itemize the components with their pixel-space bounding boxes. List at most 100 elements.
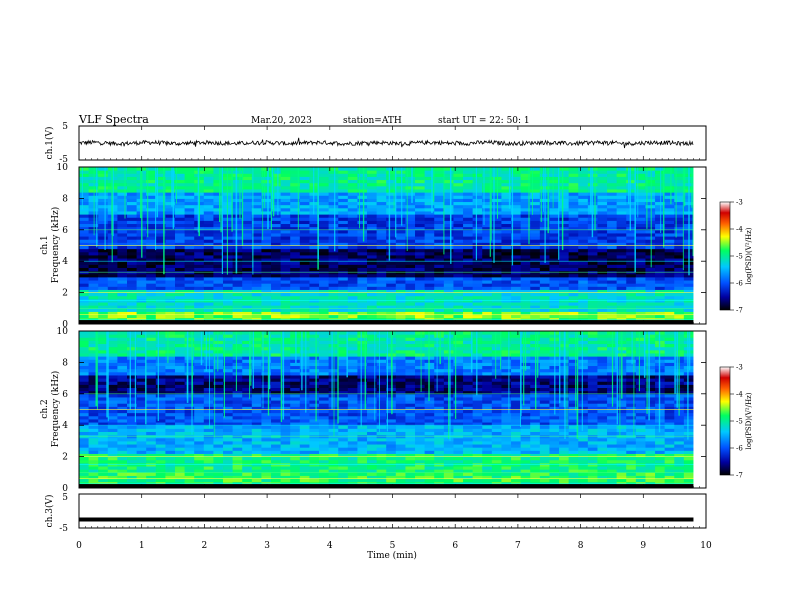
spectrogram-cell <box>443 236 454 240</box>
spectrogram-cell <box>155 368 166 373</box>
spectrogram-cell <box>251 412 262 417</box>
spectrogram-cell <box>117 403 128 407</box>
spectrogram-cell <box>559 179 570 184</box>
spectrogram-cell <box>472 292 483 297</box>
spectrogram-cell <box>271 182 282 187</box>
spectrogram-cell <box>376 431 387 436</box>
spectrogram-cell <box>309 258 320 262</box>
spectrogram-cell <box>511 258 522 262</box>
spectrogram-cell <box>309 440 320 445</box>
spectrogram-cell <box>184 258 195 262</box>
ch1-colorbar-label: log(PSD)(V²/Hz) <box>745 227 753 284</box>
spectrogram-cell <box>453 198 464 203</box>
spectrogram-cell <box>309 466 320 470</box>
spectrogram-cell <box>309 226 320 231</box>
spectrogram-cell <box>463 276 474 281</box>
spectrogram-cell <box>338 418 349 423</box>
spectrogram-cell <box>261 450 272 454</box>
spectrogram-cell <box>242 362 253 367</box>
spectrogram-cell <box>155 195 166 199</box>
spectrogram-cell <box>203 406 214 410</box>
spectrogram-cell <box>568 188 579 193</box>
spectrogram-cell <box>386 239 397 243</box>
spectrogram-cell <box>213 273 224 278</box>
spectrogram-cell <box>98 415 109 420</box>
spectrogram-cell <box>146 425 157 429</box>
colorbar-tick-label: -3 <box>736 199 743 207</box>
spectrogram-cell <box>203 217 214 221</box>
spectrogram-cell <box>607 254 618 259</box>
spectrogram-cell <box>88 346 99 351</box>
spectrogram-cell <box>165 188 176 193</box>
spectrogram-cell <box>434 236 445 240</box>
spectrogram-cell <box>482 276 493 281</box>
spectrogram-cell <box>203 469 214 473</box>
spectrogram-cell <box>568 267 579 272</box>
spectrogram-cell <box>405 185 416 190</box>
spectrogram-cell <box>347 400 358 404</box>
spectrogram-cell <box>328 223 339 228</box>
spectrogram-cell <box>616 195 627 199</box>
spectrogram-cell <box>136 283 147 287</box>
spectrogram-cell <box>434 176 445 181</box>
spectrogram-cell <box>367 276 378 281</box>
spectrogram-cell <box>568 214 579 218</box>
spectrogram-cell <box>511 232 522 237</box>
spectrogram-cell <box>501 214 512 218</box>
spectrogram-cell <box>568 192 579 196</box>
spectrogram-cell <box>280 289 291 294</box>
spectrogram-cell <box>165 242 176 246</box>
spectrogram-cell <box>367 334 378 338</box>
spectrogram-cell <box>165 167 176 171</box>
spectrogram-cell <box>184 368 195 373</box>
spectrogram-cell <box>472 267 483 272</box>
spectrogram-cell <box>251 273 262 278</box>
spectrogram-cell <box>635 236 646 240</box>
spectrogram-cell <box>578 254 589 259</box>
spectrogram-cell <box>107 478 118 483</box>
spectrogram-cell <box>107 261 118 265</box>
spectrogram-cell <box>376 217 387 221</box>
spectrogram-cell <box>309 311 320 316</box>
spectrogram-cell <box>357 201 368 206</box>
spectrogram-cell <box>117 384 128 389</box>
spectrogram-cell <box>655 217 666 221</box>
spectrogram-cell <box>203 334 214 338</box>
spectrogram-cell <box>79 459 90 464</box>
spectrogram-cell <box>501 201 512 206</box>
spectrogram-cell <box>539 292 550 297</box>
spectrogram-cell <box>117 440 128 445</box>
spectrogram-cell <box>549 242 560 246</box>
spectrogram-cell <box>338 217 349 221</box>
spectrogram-cell <box>261 362 272 367</box>
spectrogram-cell <box>616 308 627 312</box>
spectrogram-cell <box>386 311 397 316</box>
ch1-waveform-line <box>79 137 694 149</box>
spectrogram-cell <box>194 343 205 348</box>
spectrogram-cell <box>175 264 186 268</box>
spectrogram-cell <box>232 232 243 237</box>
spectrogram-cell <box>290 396 301 401</box>
spectrogram-cell <box>223 276 234 281</box>
spectrogram-cell <box>299 251 310 256</box>
spectrogram-cell <box>626 248 637 253</box>
spectrogram-cell <box>338 198 349 203</box>
spectrogram-cell <box>597 173 608 177</box>
spectrogram-cell <box>146 185 157 190</box>
spectrogram-cell <box>347 340 358 345</box>
spectrogram-cell <box>319 334 330 338</box>
spectrogram-cell <box>376 334 387 338</box>
spectrogram-cell <box>184 337 195 341</box>
spectrogram-cell <box>559 314 570 319</box>
spectrogram-cell <box>616 220 627 225</box>
spectrogram-cell <box>530 258 541 262</box>
spectrogram-cell <box>146 337 157 341</box>
spectrogram-cell <box>203 195 214 199</box>
spectrogram-cell <box>290 437 301 442</box>
spectrogram-cell <box>357 176 368 181</box>
spectrogram-cell <box>299 207 310 212</box>
spectrogram-cell <box>664 185 675 190</box>
spectrogram-cell <box>626 229 637 234</box>
spectrogram-cell <box>213 280 224 284</box>
spectrogram-cell <box>491 167 502 171</box>
